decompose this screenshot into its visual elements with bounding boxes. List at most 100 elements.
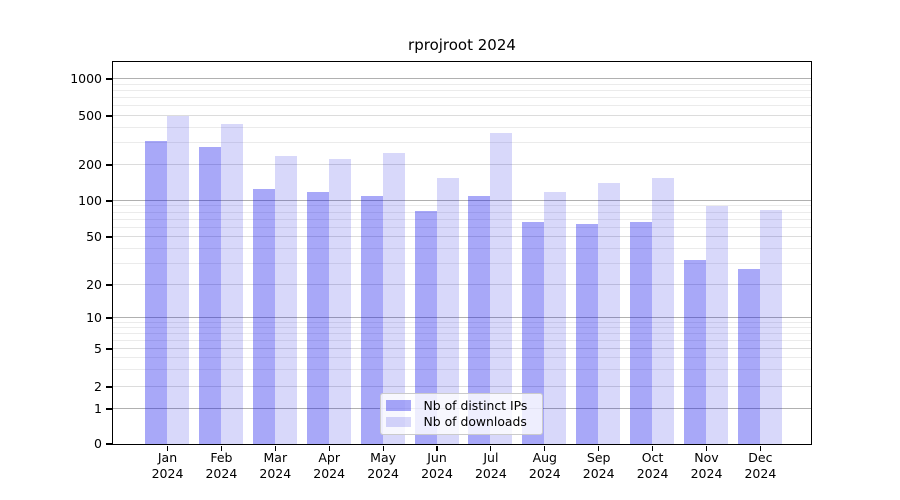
grid-line-major (112, 317, 811, 318)
chart-title: rprojroot 2024 (408, 36, 516, 54)
grid-line-minor (112, 105, 811, 107)
grid-line (112, 284, 811, 285)
bar-nb-of-downloads-nov (706, 205, 728, 444)
grid-line (112, 236, 811, 237)
x-tick-label: Oct 2024 (636, 450, 669, 482)
y-tick-label: 0 (94, 436, 102, 451)
y-tick-label: 2 (94, 379, 102, 394)
y-tick-label: 50 (86, 229, 102, 244)
grid-line (112, 164, 811, 165)
x-tick-label: Dec 2024 (744, 450, 777, 482)
bar-nb-of-downloads-jun (436, 177, 459, 444)
x-tick-label: Jul 2024 (474, 450, 507, 482)
bar-nb-of-downloads-sep (598, 183, 621, 444)
x-tick-label: Sep 2024 (582, 450, 615, 482)
bar-nb-of-distinct-ips-may (360, 195, 383, 444)
x-tick-mark (382, 445, 384, 451)
y-tick-label: 500 (78, 108, 102, 123)
x-tick-label: Apr 2024 (313, 450, 346, 482)
bar-nb-of-distinct-ips-jan (145, 141, 167, 444)
grid-line-minor (112, 357, 811, 359)
bar-nb-of-downloads-may (382, 152, 405, 444)
x-tick-mark (490, 445, 492, 451)
x-tick-label: Aug 2024 (528, 450, 561, 482)
x-tick-label: Mar 2024 (259, 450, 292, 482)
x-tick-mark (598, 445, 600, 451)
grid-line-minor (112, 339, 811, 341)
y-tick-mark (106, 408, 112, 410)
x-tick-label: Feb 2024 (205, 450, 238, 482)
x-tick-label: Jan 2024 (151, 450, 184, 482)
y-tick-mark (106, 348, 112, 350)
grid-line-minor (112, 211, 811, 213)
grid-line-minor (112, 126, 811, 128)
grid-line-minor (112, 326, 811, 328)
y-tick-mark (106, 115, 112, 117)
y-tick-mark (106, 443, 112, 445)
bar-nb-of-distinct-ips-jul (468, 195, 491, 444)
legend-row-downloads: Nb of downloads (385, 414, 534, 431)
x-tick-mark (759, 445, 761, 451)
bar-nb-of-downloads-aug (544, 191, 567, 444)
grid-line (112, 115, 811, 116)
y-tick-label: 1 (94, 401, 102, 416)
legend-row-distinct-ips: Nb of distinct IPs (385, 397, 534, 414)
legend-swatch-downloads (385, 416, 411, 427)
plot-area: Nb of distinct IPs Nb of downloads (111, 60, 812, 445)
grid-line-minor (112, 83, 811, 85)
grid-line-major (112, 200, 811, 201)
bar-nb-of-distinct-ips-oct (630, 222, 653, 444)
legend: Nb of distinct IPs Nb of downloads (379, 392, 543, 435)
grid-line (112, 386, 811, 387)
grid-line-minor (112, 332, 811, 334)
bar-nb-of-distinct-ips-feb (198, 146, 221, 444)
x-tick-mark (328, 445, 330, 451)
grid-line-minor (112, 142, 811, 144)
x-tick-mark (274, 445, 276, 451)
grid-line-minor (112, 369, 811, 371)
grid-line-minor (112, 89, 811, 91)
y-tick-mark (106, 200, 112, 202)
y-tick-label: 200 (78, 157, 102, 172)
grid-line-minor (112, 218, 811, 220)
bar-nb-of-downloads-jul (490, 133, 513, 444)
y-tick-label: 100 (78, 193, 102, 208)
bar-nb-of-distinct-ips-nov (684, 259, 706, 444)
bar-nb-of-downloads-feb (220, 123, 243, 444)
bar-nb-of-downloads-mar (274, 155, 297, 444)
y-tick-mark (106, 386, 112, 388)
grid-line-minor (112, 97, 811, 99)
grid-line (112, 348, 811, 349)
bar-nb-of-downloads-dec (759, 209, 782, 444)
y-tick-mark (106, 284, 112, 286)
y-tick-label: 1000 (70, 71, 102, 86)
bar-nb-of-downloads-jan (167, 115, 189, 444)
grid-line-minor (112, 205, 811, 207)
bar-nb-of-downloads-apr (328, 159, 351, 444)
bar-nb-of-downloads-oct (652, 178, 675, 444)
y-tick-mark (106, 78, 112, 80)
x-tick-mark (166, 445, 169, 451)
grid-line-minor (112, 262, 811, 264)
x-tick-label: Nov 2024 (690, 450, 723, 482)
y-tick-mark (106, 236, 112, 238)
x-tick-mark (436, 445, 438, 451)
x-tick-mark (220, 445, 222, 451)
y-tick-mark (106, 317, 112, 319)
bar-nb-of-distinct-ips-mar (252, 188, 275, 444)
y-tick-label: 10 (86, 310, 102, 325)
y-tick-label: 5 (94, 341, 102, 356)
grid-line-minor (112, 226, 811, 228)
x-tick-mark (544, 445, 546, 451)
x-tick-mark (705, 445, 708, 451)
grid-line-major (112, 78, 811, 79)
grid-line-minor (112, 321, 811, 323)
bar-nb-of-distinct-ips-aug (522, 222, 545, 444)
legend-label-distinct-ips: Nb of distinct IPs (423, 397, 528, 413)
bar-nb-of-distinct-ips-apr (306, 191, 329, 444)
grid-line-minor (112, 247, 811, 249)
bar-nb-of-distinct-ips-dec (737, 268, 760, 444)
x-tick-mark (652, 445, 654, 451)
legend-swatch-distinct-ips (385, 400, 411, 411)
